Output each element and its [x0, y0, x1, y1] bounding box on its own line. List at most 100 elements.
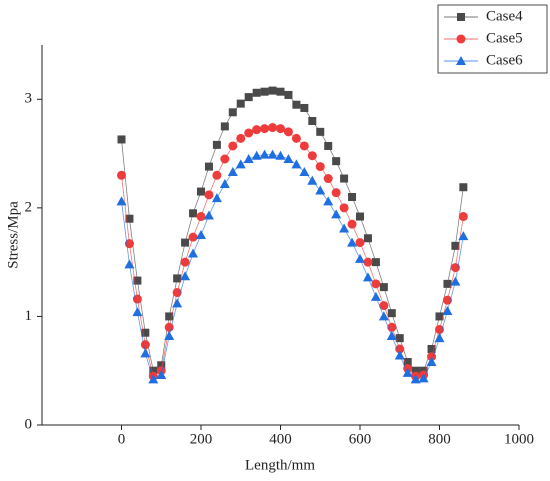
- data-point: [410, 374, 421, 384]
- data-point: [450, 276, 461, 286]
- data-point: [228, 108, 237, 117]
- data-point: [181, 238, 190, 247]
- data-point: [418, 373, 429, 383]
- data-point: [435, 312, 444, 321]
- data-point: [164, 330, 175, 340]
- data-point: [117, 170, 126, 180]
- data-point: [132, 294, 142, 304]
- data-point: [411, 366, 420, 375]
- data-point: [164, 322, 174, 332]
- data-point: [459, 183, 468, 192]
- data-point: [236, 99, 245, 108]
- data-point: [395, 344, 405, 354]
- data-point: [316, 127, 325, 136]
- legend-label: Case4: [486, 8, 523, 24]
- data-point: [204, 162, 213, 171]
- data-point: [324, 141, 333, 150]
- data-point: [165, 312, 174, 321]
- data-point: [442, 306, 453, 315]
- data-point: [243, 154, 254, 163]
- data-point: [386, 330, 397, 340]
- data-point: [347, 219, 357, 229]
- data-point: [116, 196, 127, 206]
- x-tick-label: 400: [269, 431, 292, 447]
- data-point: [292, 100, 301, 109]
- data-point: [458, 212, 468, 222]
- data-point: [244, 93, 253, 102]
- data-point: [362, 272, 373, 282]
- data-point: [426, 357, 437, 367]
- data-point: [133, 276, 142, 285]
- data-point: [180, 271, 191, 281]
- data-point: [283, 154, 294, 163]
- data-point: [260, 124, 270, 134]
- data-point: [315, 185, 326, 195]
- data-point: [451, 241, 460, 250]
- data-point: [387, 309, 396, 318]
- data-point: [323, 174, 333, 184]
- legend-marker: [456, 34, 466, 44]
- data-point: [379, 301, 389, 311]
- data-point: [348, 193, 357, 201]
- data-point: [156, 370, 167, 380]
- data-point: [395, 334, 404, 343]
- data-point: [149, 366, 158, 375]
- data-point: [307, 175, 318, 185]
- y-tick-label: 3: [25, 91, 33, 107]
- data-point: [403, 358, 412, 367]
- data-point: [260, 87, 269, 96]
- data-point: [259, 149, 270, 159]
- y-tick-label: 2: [25, 199, 33, 215]
- data-point: [148, 374, 159, 384]
- data-point: [458, 231, 469, 241]
- data-point: [189, 209, 198, 218]
- x-tick-label: 600: [349, 431, 372, 447]
- data-point: [299, 167, 310, 177]
- data-point: [363, 234, 372, 243]
- data-point: [356, 212, 364, 221]
- legend-label: Case6: [486, 52, 523, 68]
- data-point: [402, 367, 413, 377]
- x-tick-label: 1000: [504, 431, 534, 447]
- data-point: [140, 348, 151, 358]
- data-point: [378, 311, 389, 321]
- data-point: [141, 328, 150, 337]
- data-point: [204, 190, 214, 200]
- data-point: [252, 125, 262, 135]
- data-point: [212, 170, 222, 180]
- data-point: [323, 196, 334, 206]
- data-point: [307, 151, 317, 161]
- x-axis-label: Length/mm: [245, 457, 315, 473]
- data-point: [291, 159, 302, 169]
- data-point: [235, 159, 246, 169]
- data-point: [117, 135, 126, 144]
- data-point: [140, 340, 150, 350]
- data-point: [427, 345, 436, 353]
- legend-marker: [457, 13, 465, 21]
- data-point: [355, 253, 365, 263]
- data-point: [228, 141, 238, 151]
- data-point: [267, 149, 278, 159]
- data-point: [331, 188, 341, 198]
- data-point: [355, 238, 365, 248]
- data-point: [157, 361, 166, 370]
- data-point: [173, 274, 182, 283]
- legend-marker: [456, 56, 466, 65]
- y-axis-label: Stress/Mpa: [5, 201, 21, 269]
- data-point: [291, 133, 301, 143]
- data-point: [196, 212, 206, 222]
- data-point: [268, 86, 277, 95]
- data-point: [276, 87, 285, 96]
- data-point: [363, 257, 373, 267]
- y-tick-label: 0: [25, 416, 33, 432]
- data-point: [443, 279, 452, 288]
- data-point: [203, 210, 214, 220]
- data-point: [220, 154, 230, 164]
- data-point: [434, 333, 445, 343]
- data-point: [219, 178, 230, 188]
- data-point: [275, 150, 286, 160]
- data-point: [132, 307, 143, 317]
- data-point: [268, 123, 278, 133]
- data-point: [125, 214, 134, 223]
